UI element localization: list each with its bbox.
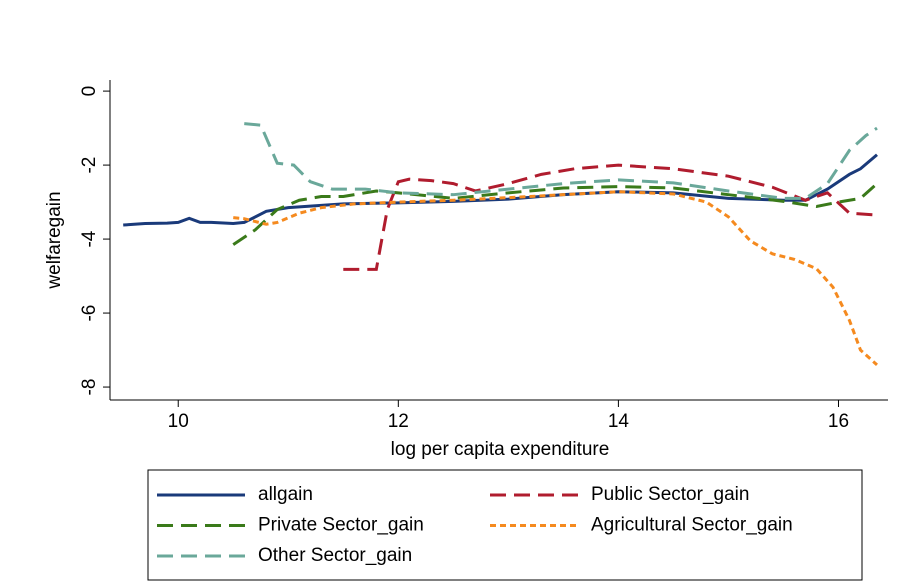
y-tick-label: -6 xyxy=(79,305,100,322)
y-tick-label: -2 xyxy=(79,157,100,174)
legend-label: Private Sector_gain xyxy=(258,515,424,536)
y-tick-label: -4 xyxy=(79,230,100,247)
series-line xyxy=(343,163,878,271)
legend-label: Public Sector_gain xyxy=(591,484,749,505)
legend-label: Agricultural Sector_gain xyxy=(591,515,793,536)
x-tick-label: 16 xyxy=(828,411,849,432)
x-axis-title: log per capita expenditure xyxy=(391,439,610,460)
series-line xyxy=(244,122,878,200)
x-tick-label: 14 xyxy=(608,411,630,432)
series-line xyxy=(232,182,878,246)
x-tick-label: 12 xyxy=(388,411,409,432)
series-line xyxy=(233,190,878,366)
legend-label: allgain xyxy=(258,484,313,505)
x-tick-label: 10 xyxy=(168,411,189,432)
legend-box xyxy=(147,469,863,581)
y-tick-label: -8 xyxy=(79,379,100,396)
y-axis-title: welfaregain xyxy=(44,191,65,289)
legend-label: Other Sector_gain xyxy=(258,545,412,566)
y-tick-label: 0 xyxy=(79,86,100,97)
